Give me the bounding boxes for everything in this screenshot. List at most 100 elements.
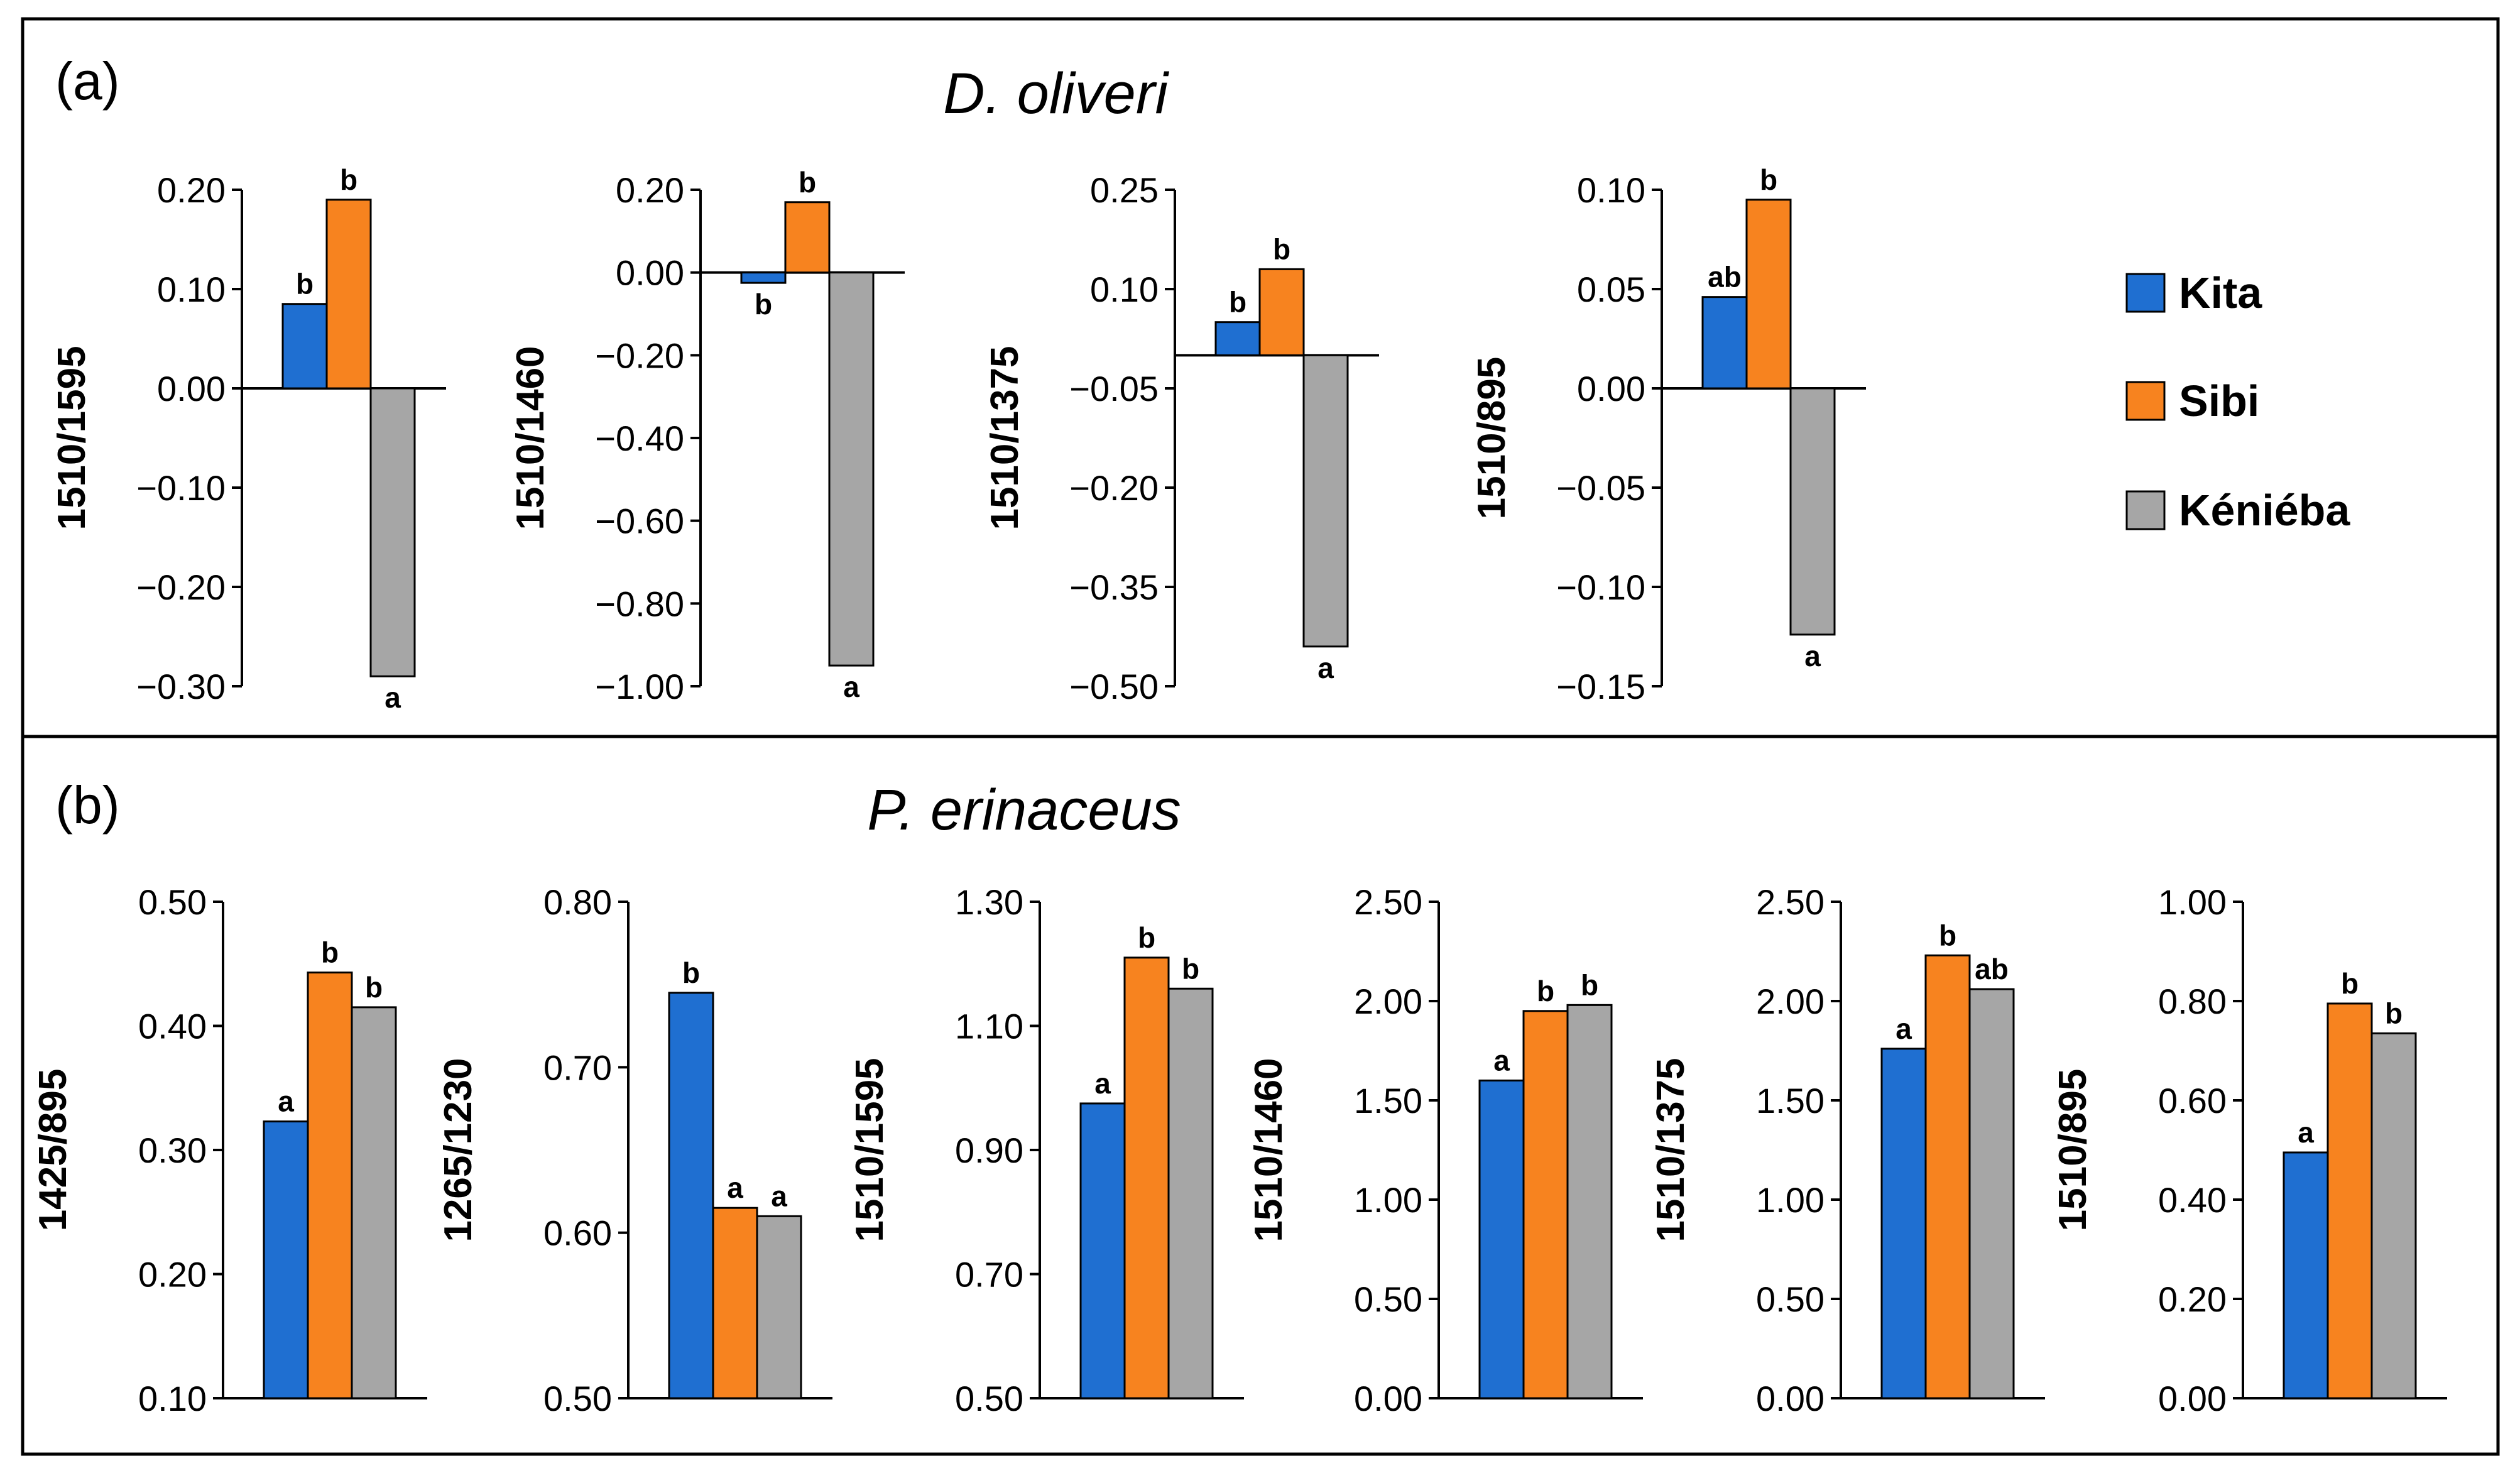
bar-kita — [281, 303, 328, 390]
bar-keniéba — [756, 1215, 802, 1399]
significance-letter: b — [799, 166, 816, 199]
significance-letter: b — [2341, 967, 2359, 1000]
significance-letter: b — [296, 268, 314, 300]
bar-kita — [263, 1120, 309, 1399]
y-tick-label: 0.60 — [2158, 1081, 2227, 1120]
significance-letter: b — [682, 956, 700, 989]
bar-keniéba — [2370, 1032, 2417, 1399]
y-tick-label: −0.10 — [136, 468, 226, 508]
panel-b-label: (b) — [55, 775, 120, 835]
significance-letter: a — [1804, 640, 1821, 672]
legend-swatch-kita — [2125, 273, 2166, 313]
significance-letter: b — [755, 288, 772, 320]
significance-letter: ab — [1975, 953, 2009, 985]
y-tick-label: −1.00 — [595, 667, 684, 706]
bar-sibi — [325, 199, 372, 390]
panel-a-label: (a) — [55, 52, 120, 111]
significance-letter: b — [321, 936, 339, 969]
y-tick-label: 2.00 — [1756, 982, 1825, 1021]
panel-a-title: D. oliveri — [943, 62, 1169, 126]
significance-letter: b — [1229, 286, 1246, 319]
y-tick-label: −0.30 — [136, 667, 226, 706]
bar-keniéba — [1566, 1004, 1613, 1399]
y-tick-label: −0.35 — [1069, 567, 1159, 607]
significance-letter: a — [771, 1180, 787, 1212]
significance-letter: b — [1939, 919, 1956, 951]
y-tick-label: 2.00 — [1354, 982, 1422, 1021]
y-tick-label: 0.20 — [2158, 1279, 2227, 1319]
bar-kita — [740, 271, 787, 284]
bar-sibi — [307, 972, 353, 1399]
y-tick-label: 0.50 — [138, 882, 207, 922]
bar-keniéba — [351, 1006, 397, 1399]
y-tick-label: −0.40 — [595, 419, 684, 458]
significance-letter: a — [727, 1171, 743, 1204]
y-axis-label: 1510/1595 — [848, 1058, 892, 1242]
chart-1: 0.20 0.10 0.00 −0.10 −0.20 −0.30 1510/1595 b b a — [50, 163, 446, 714]
legend-label-sibi: Sibi — [2179, 376, 2259, 425]
y-tick-label: 0.80 — [543, 882, 612, 922]
y-tick-label: 0.40 — [2158, 1180, 2227, 1220]
significance-letter: a — [2298, 1116, 2314, 1149]
y-tick-label: 0.80 — [2158, 982, 2227, 1021]
y-tick-label: 2.50 — [1354, 882, 1422, 922]
significance-letter: a — [843, 671, 859, 703]
y-tick-label: −0.15 — [1556, 667, 1645, 706]
chart-7: 1.30 1.10 0.90 0.70 0.50 1510/1595 a bb — [848, 882, 1244, 1418]
y-tick-label: 0.00 — [1577, 369, 1645, 408]
y-tick-label: 0.00 — [1354, 1379, 1422, 1418]
legend: Kita Sibi Kéniéba — [2125, 268, 2350, 535]
y-tick-label: 0.10 — [138, 1379, 207, 1418]
y-tick-label: −0.10 — [1556, 567, 1645, 607]
y-tick-label: 0.00 — [157, 369, 226, 408]
y-tick-label: 0.10 — [157, 270, 226, 309]
y-tick-label: 1.50 — [1354, 1081, 1422, 1120]
y-tick-label: 1.00 — [2158, 882, 2227, 922]
significance-letter: a — [1317, 652, 1334, 684]
significance-letter: b — [340, 163, 357, 196]
significance-letter: b — [1138, 921, 1155, 954]
significance-letter: b — [1537, 975, 1554, 1007]
y-axis-label: 1510/1375 — [983, 346, 1027, 530]
y-tick-label: −0.05 — [1556, 468, 1645, 508]
y-tick-label: 0.50 — [1756, 1279, 1825, 1319]
y-tick-label: −0.05 — [1069, 369, 1159, 408]
y-axis-label: 1510/1460 — [1247, 1058, 1290, 1242]
chart-10: 1.00 0.80 0.60 0.40 0.20 0.00 1510/895 a bb — [2051, 882, 2447, 1418]
chart-5: 0.50 0.40 0.30 0.20 0.10 1425/895 a bb — [31, 882, 427, 1418]
bar-kita — [1079, 1102, 1126, 1399]
y-tick-label: 0.50 — [955, 1379, 1023, 1418]
bar-keniéba — [369, 387, 416, 677]
chart-8: 2.50 2.00 1.50 1.00 0.50 0.00 1510/1460 a b b — [1247, 882, 1643, 1418]
bar-kita — [1214, 321, 1261, 356]
bar-keniéba — [1968, 988, 2015, 1399]
y-tick-label: 0.70 — [543, 1048, 612, 1087]
y-tick-label: 0.20 — [157, 170, 226, 210]
y-tick-label: −0.20 — [595, 336, 684, 375]
y-tick-label: 2.50 — [1756, 882, 1825, 922]
significance-letter: b — [2385, 997, 2403, 1029]
y-tick-label: 1.50 — [1756, 1081, 1825, 1120]
y-tick-label: 1.00 — [1354, 1180, 1422, 1220]
y-axis-label: 1510/895 — [2051, 1069, 2095, 1232]
significance-letter: b — [1760, 163, 1777, 196]
y-axis-label: 1510/1595 — [50, 346, 94, 530]
significance-letter: a — [1094, 1067, 1111, 1100]
y-tick-label: 0.10 — [1577, 170, 1645, 210]
bar-sibi — [1522, 1010, 1569, 1399]
significance-letter: a — [385, 681, 401, 714]
charts: 0.200.100.00−0.10−0.20−0.301510/1595bba0… — [31, 163, 2447, 1418]
y-tick-label: −0.80 — [595, 584, 684, 623]
significance-letter: a — [278, 1085, 294, 1118]
y-tick-label: 0.20 — [616, 170, 684, 210]
bar-keniéba — [1789, 387, 1836, 636]
y-tick-label: −0.20 — [136, 567, 226, 607]
chart-2: 0.20 0.00 −0.20 −0.40 −0.60 −0.80 −1.00 1510/14… — [509, 166, 905, 706]
y-axis-label: 1265/1230 — [437, 1058, 480, 1242]
bar-kita — [1880, 1048, 1927, 1399]
significance-letter: a — [1895, 1012, 1912, 1045]
y-tick-label: 0.25 — [1090, 170, 1159, 210]
y-tick-label: 0.20 — [138, 1255, 207, 1295]
